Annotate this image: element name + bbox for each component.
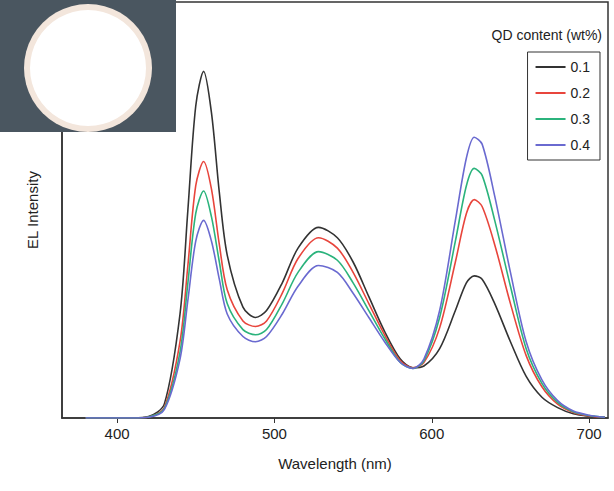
svg-text:0.4: 0.4 (571, 137, 591, 153)
svg-text:500: 500 (262, 425, 287, 442)
svg-text:700: 700 (577, 425, 602, 442)
svg-text:0.1: 0.1 (571, 59, 591, 75)
svg-text:0.3: 0.3 (571, 111, 591, 127)
svg-text:400: 400 (105, 425, 130, 442)
svg-text:0.2: 0.2 (571, 85, 591, 101)
svg-text:600: 600 (419, 425, 444, 442)
svg-text:Wavelength (nm): Wavelength (nm) (278, 455, 392, 472)
svg-text:QD content (wt%): QD content (wt%) (492, 27, 602, 43)
svg-text:EL Intensity: EL Intensity (24, 171, 41, 249)
